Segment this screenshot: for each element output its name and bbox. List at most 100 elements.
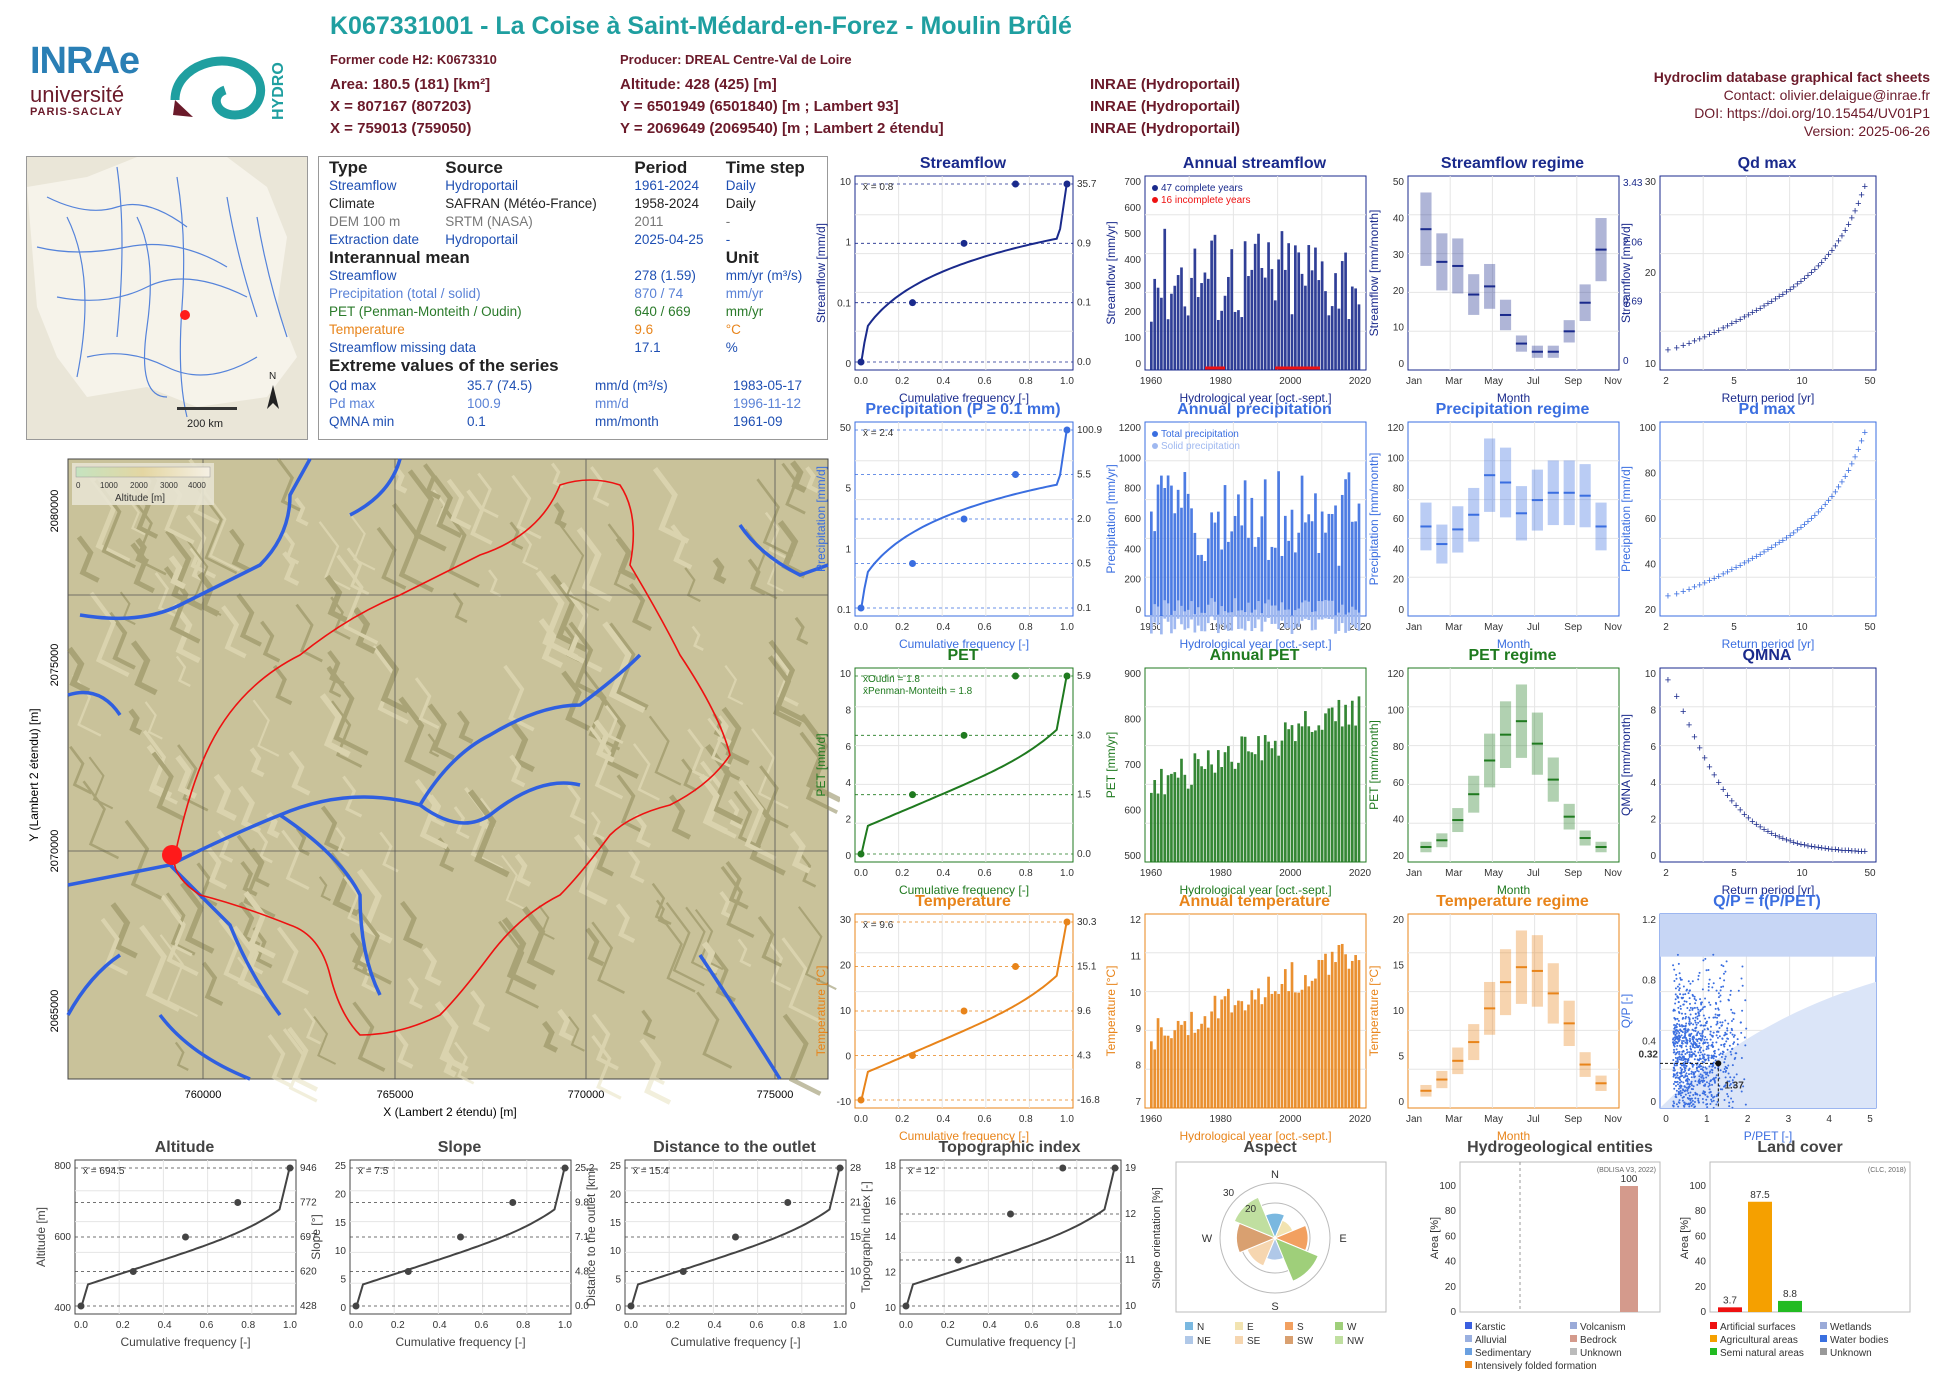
- annual-bar: [1186, 493, 1190, 616]
- solid-bar: [1170, 614, 1173, 634]
- scatter-point: [1690, 1080, 1693, 1083]
- return-point: +: [1858, 846, 1864, 858]
- scatter-point: [1718, 1053, 1721, 1056]
- return-point: +: [1768, 296, 1774, 308]
- scatter-point: [1709, 1102, 1712, 1105]
- annual-bar: [1357, 960, 1361, 1108]
- scatter-point: [1736, 1038, 1739, 1041]
- return-point: +: [1825, 843, 1831, 855]
- scatter-point: [1688, 1053, 1691, 1056]
- return-point: +: [1798, 276, 1804, 288]
- return-point: +: [1822, 843, 1828, 855]
- quantile-point: [457, 1233, 464, 1241]
- overview-map: 200 km N: [26, 156, 308, 440]
- table-row: Climate SAFRAN (Météo-France) 1958-2024 Dai…: [329, 196, 756, 211]
- scatter-point: [1673, 1027, 1676, 1030]
- solid-bar: [1260, 613, 1264, 632]
- annual-bar: [1203, 1016, 1207, 1108]
- scatter-point: [1683, 1101, 1686, 1104]
- scatter-point: [1711, 1063, 1714, 1066]
- quantile-point: [234, 1199, 242, 1206]
- scatter-point: [1728, 1084, 1731, 1087]
- annual-bar: [1240, 736, 1244, 862]
- scatter-point: [1691, 993, 1694, 996]
- scatter-point: [1694, 1070, 1697, 1073]
- scatter-point: [1684, 1024, 1687, 1027]
- annual-bar: [1186, 315, 1190, 370]
- y-tick-label: 15: [1393, 961, 1405, 972]
- scatter-point: [1673, 1051, 1676, 1054]
- regime-box: [1468, 1024, 1480, 1061]
- return-point: +: [1835, 482, 1841, 494]
- scatter-point: [1679, 1092, 1682, 1095]
- return-point: +: [1761, 300, 1767, 312]
- scatter-point: [1726, 1029, 1729, 1032]
- annual-bar: [1230, 1012, 1234, 1108]
- x-tick-label: 1960: [1140, 376, 1163, 387]
- scatter-point: [1676, 1035, 1679, 1038]
- legend-label: Semi natural areas: [1720, 1348, 1804, 1359]
- scatter-point: [1711, 1062, 1714, 1065]
- solid-bar: [1210, 598, 1213, 617]
- return-point: +: [1783, 532, 1789, 544]
- scatter-point: [1719, 989, 1722, 992]
- scatter-point: [1686, 1061, 1689, 1064]
- x-tick-label: 0.0: [854, 1114, 868, 1125]
- solid-bar: [1193, 614, 1197, 633]
- return-point: +: [1815, 842, 1821, 854]
- scatter-point: [1695, 1063, 1698, 1066]
- scatter-point: [1673, 1031, 1676, 1034]
- scatter-point: [1740, 1031, 1743, 1034]
- scatter-point: [1673, 1026, 1676, 1029]
- return-point: +: [1819, 503, 1825, 515]
- annual-bar: [1283, 269, 1287, 370]
- return-point: +: [1787, 530, 1793, 542]
- scatter-point: [1719, 994, 1722, 997]
- scatter-point: [1673, 1024, 1676, 1027]
- scatter-point: [1711, 1065, 1714, 1068]
- annual-bar: [1283, 969, 1287, 1108]
- regime-box: [1499, 299, 1512, 331]
- altitude: Altitude: 428 (425) [m]: [620, 76, 777, 93]
- annual-bar: [1193, 248, 1197, 370]
- scatter-point: [1697, 1080, 1700, 1083]
- annual-bar: [1223, 295, 1227, 370]
- point-label: 0.32: [1639, 1050, 1659, 1061]
- annual-bar: [1200, 766, 1203, 862]
- scatter-point: [1724, 1065, 1727, 1068]
- scatter-point: [1676, 996, 1679, 999]
- north-label: N: [269, 371, 276, 382]
- scatter-point: [1711, 1069, 1714, 1072]
- scatter-point: [1705, 1073, 1708, 1076]
- scatter-point: [1715, 1103, 1718, 1106]
- return-point: +: [1674, 342, 1680, 354]
- scatter-point: [1683, 1085, 1686, 1088]
- scatter-point: [1678, 1023, 1681, 1026]
- solid-bar: [1190, 601, 1193, 620]
- scatter-point: [1675, 1052, 1678, 1055]
- plot-frame: [1709, 1161, 1911, 1313]
- scatter-point: [1711, 1078, 1714, 1081]
- scatter-point: [1711, 1035, 1714, 1038]
- annual-bar: [1206, 1027, 1210, 1108]
- scatter-point: [1685, 1045, 1688, 1048]
- solid-bar: [1270, 605, 1274, 624]
- scatter-point: [1693, 1046, 1696, 1049]
- return-point: +: [1716, 777, 1722, 789]
- annual-bar: [1300, 989, 1304, 1108]
- scatter-point: [1712, 1099, 1715, 1102]
- annual-bar: [1327, 974, 1331, 1108]
- solid-bar: [1150, 615, 1153, 634]
- chart-title: Annual precipitation: [1177, 401, 1332, 418]
- annual-bar: [1176, 275, 1180, 370]
- map-xtick: 760000: [185, 1089, 222, 1101]
- scatter-point: [1682, 1056, 1685, 1059]
- legend-swatch: [1710, 1322, 1717, 1329]
- legend-swatch: [1285, 1336, 1293, 1344]
- x-tick-label: 0.6: [199, 1320, 213, 1331]
- quantile-label: 5.5: [1077, 470, 1091, 481]
- annual-bar: [1320, 511, 1324, 616]
- chart-title: Slope: [438, 1139, 482, 1156]
- scatter-point: [1673, 1069, 1676, 1072]
- scatter-point: [1702, 1049, 1705, 1052]
